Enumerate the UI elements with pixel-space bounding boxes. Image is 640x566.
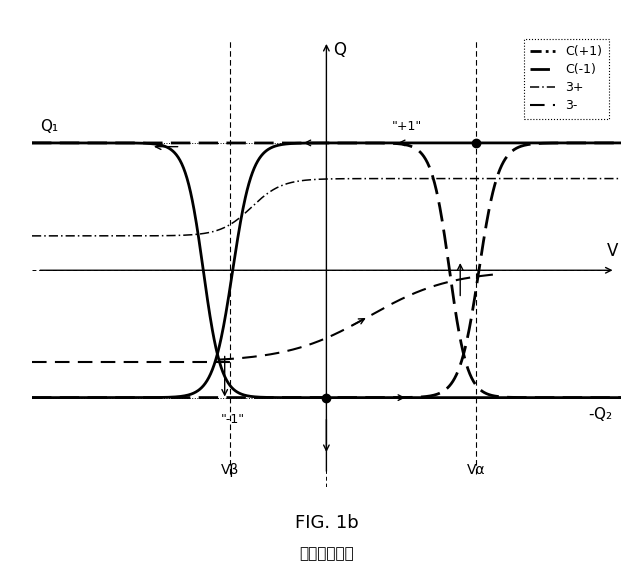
Text: Q: Q <box>333 41 346 59</box>
3+ <box>88 233 96 239</box>
Text: V: V <box>607 242 618 260</box>
3+ <box>617 175 625 182</box>
Legend: C(+1), C(-1), 3+, 3-: C(+1), C(-1), 3+, 3- <box>524 39 609 119</box>
Text: FIG. 1b: FIG. 1b <box>294 514 358 532</box>
3+ <box>287 179 295 186</box>
Text: -Q₂: -Q₂ <box>589 406 612 422</box>
Text: Vβ: Vβ <box>221 462 239 477</box>
3+ <box>433 175 440 182</box>
Text: Vα: Vα <box>467 462 486 477</box>
Text: （従来技術）: （従来技術） <box>299 546 354 561</box>
Text: Q₁: Q₁ <box>40 119 58 134</box>
3+ <box>266 188 274 195</box>
Text: "-1": "-1" <box>221 413 244 426</box>
3+ <box>487 175 495 182</box>
Line: 3+: 3+ <box>32 179 621 236</box>
3+ <box>28 233 36 239</box>
3+ <box>498 175 506 182</box>
Text: "+1": "+1" <box>392 120 422 133</box>
